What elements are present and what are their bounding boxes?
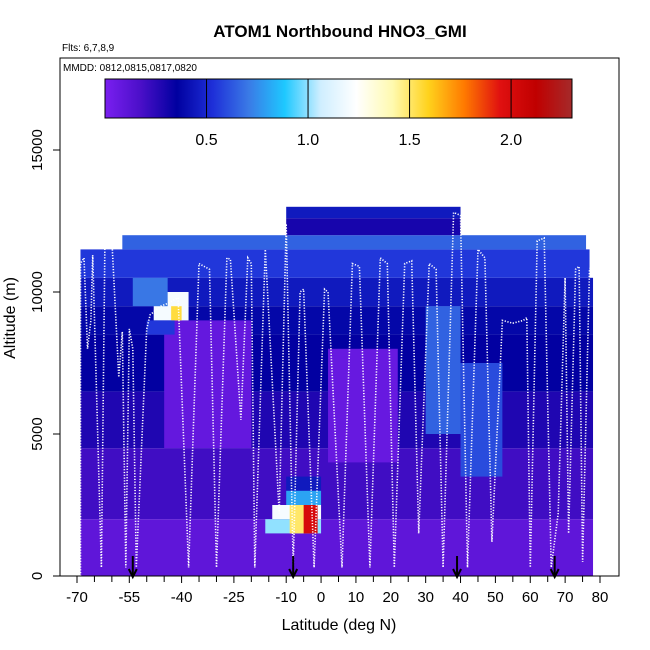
x-axis: -70 -55 -40 -25 -10 0 10 20 30 40 50 60 70 80	[66, 576, 608, 606]
x-tick-label: 30	[417, 589, 434, 606]
y-tick-label: 5000	[29, 417, 46, 450]
flight-markers	[127, 556, 560, 580]
colorbar-ticks: 0.5 1.0 1.5 2.0	[195, 79, 522, 149]
flight-track-layer	[79, 211, 594, 576]
heat-cell	[303, 505, 318, 534]
x-tick-label: 60	[522, 589, 539, 606]
colorbar	[104, 78, 573, 119]
flight-start-arrow	[127, 556, 138, 580]
y-tick-label: 0	[29, 572, 46, 580]
x-tick-label: 70	[557, 589, 574, 606]
plot-frame	[59, 57, 620, 577]
x-tick-label: 0	[317, 589, 325, 606]
x-tick-label: 40	[452, 589, 469, 606]
chart-title: ATOM1 Northbound HNO3_GMI	[213, 22, 466, 41]
flight-start-arrow	[452, 556, 462, 580]
colorbar-tick-label: 1.5	[398, 132, 420, 149]
x-tick-label: 50	[487, 589, 504, 606]
flight-track-line	[79, 211, 594, 576]
colorbar-tick-label: 2.0	[500, 132, 522, 149]
y-axis: 0 5000 10000 15000	[29, 129, 60, 580]
x-tick-label: 80	[592, 589, 609, 606]
flight-start-arrow	[549, 556, 560, 580]
heat-cell	[132, 277, 168, 307]
x-tick-label: 10	[348, 589, 365, 606]
heatmap-layer	[80, 206, 594, 576]
colorbar-gradient	[104, 78, 573, 119]
colorbar-tick-label: 0.5	[195, 132, 217, 149]
heat-cell	[328, 348, 398, 463]
heat-cell	[286, 206, 461, 219]
x-tick-label: 20	[382, 589, 399, 606]
colorbar-tick-label: 1.0	[297, 132, 319, 149]
heat-cell	[122, 235, 587, 250]
x-tick-label: -25	[223, 589, 245, 606]
chart-subtitle-flights: Flts: 6,7,8,9	[62, 43, 115, 54]
y-tick-label: 10000	[29, 271, 46, 313]
heat-cell	[171, 306, 182, 321]
heat-cell	[164, 320, 252, 449]
heat-cell	[146, 320, 175, 335]
heat-cell	[80, 519, 594, 576]
x-tick-label: -40	[171, 589, 193, 606]
heat-cell	[80, 249, 590, 278]
y-tick-label: 15000	[29, 129, 46, 171]
heat-cell	[425, 306, 461, 434]
y-axis-label: Altitude (m)	[2, 277, 19, 359]
x-tick-label: -10	[275, 589, 297, 606]
flight-start-arrow	[288, 556, 299, 580]
x-tick-label: -70	[66, 589, 88, 606]
x-tick-label: -55	[118, 589, 140, 606]
chart-subtitle-dates: MMDD: 0812,0815,0817,0820	[63, 63, 197, 74]
heat-cell	[286, 218, 461, 236]
x-axis-label: Latitude (deg N)	[282, 617, 397, 634]
